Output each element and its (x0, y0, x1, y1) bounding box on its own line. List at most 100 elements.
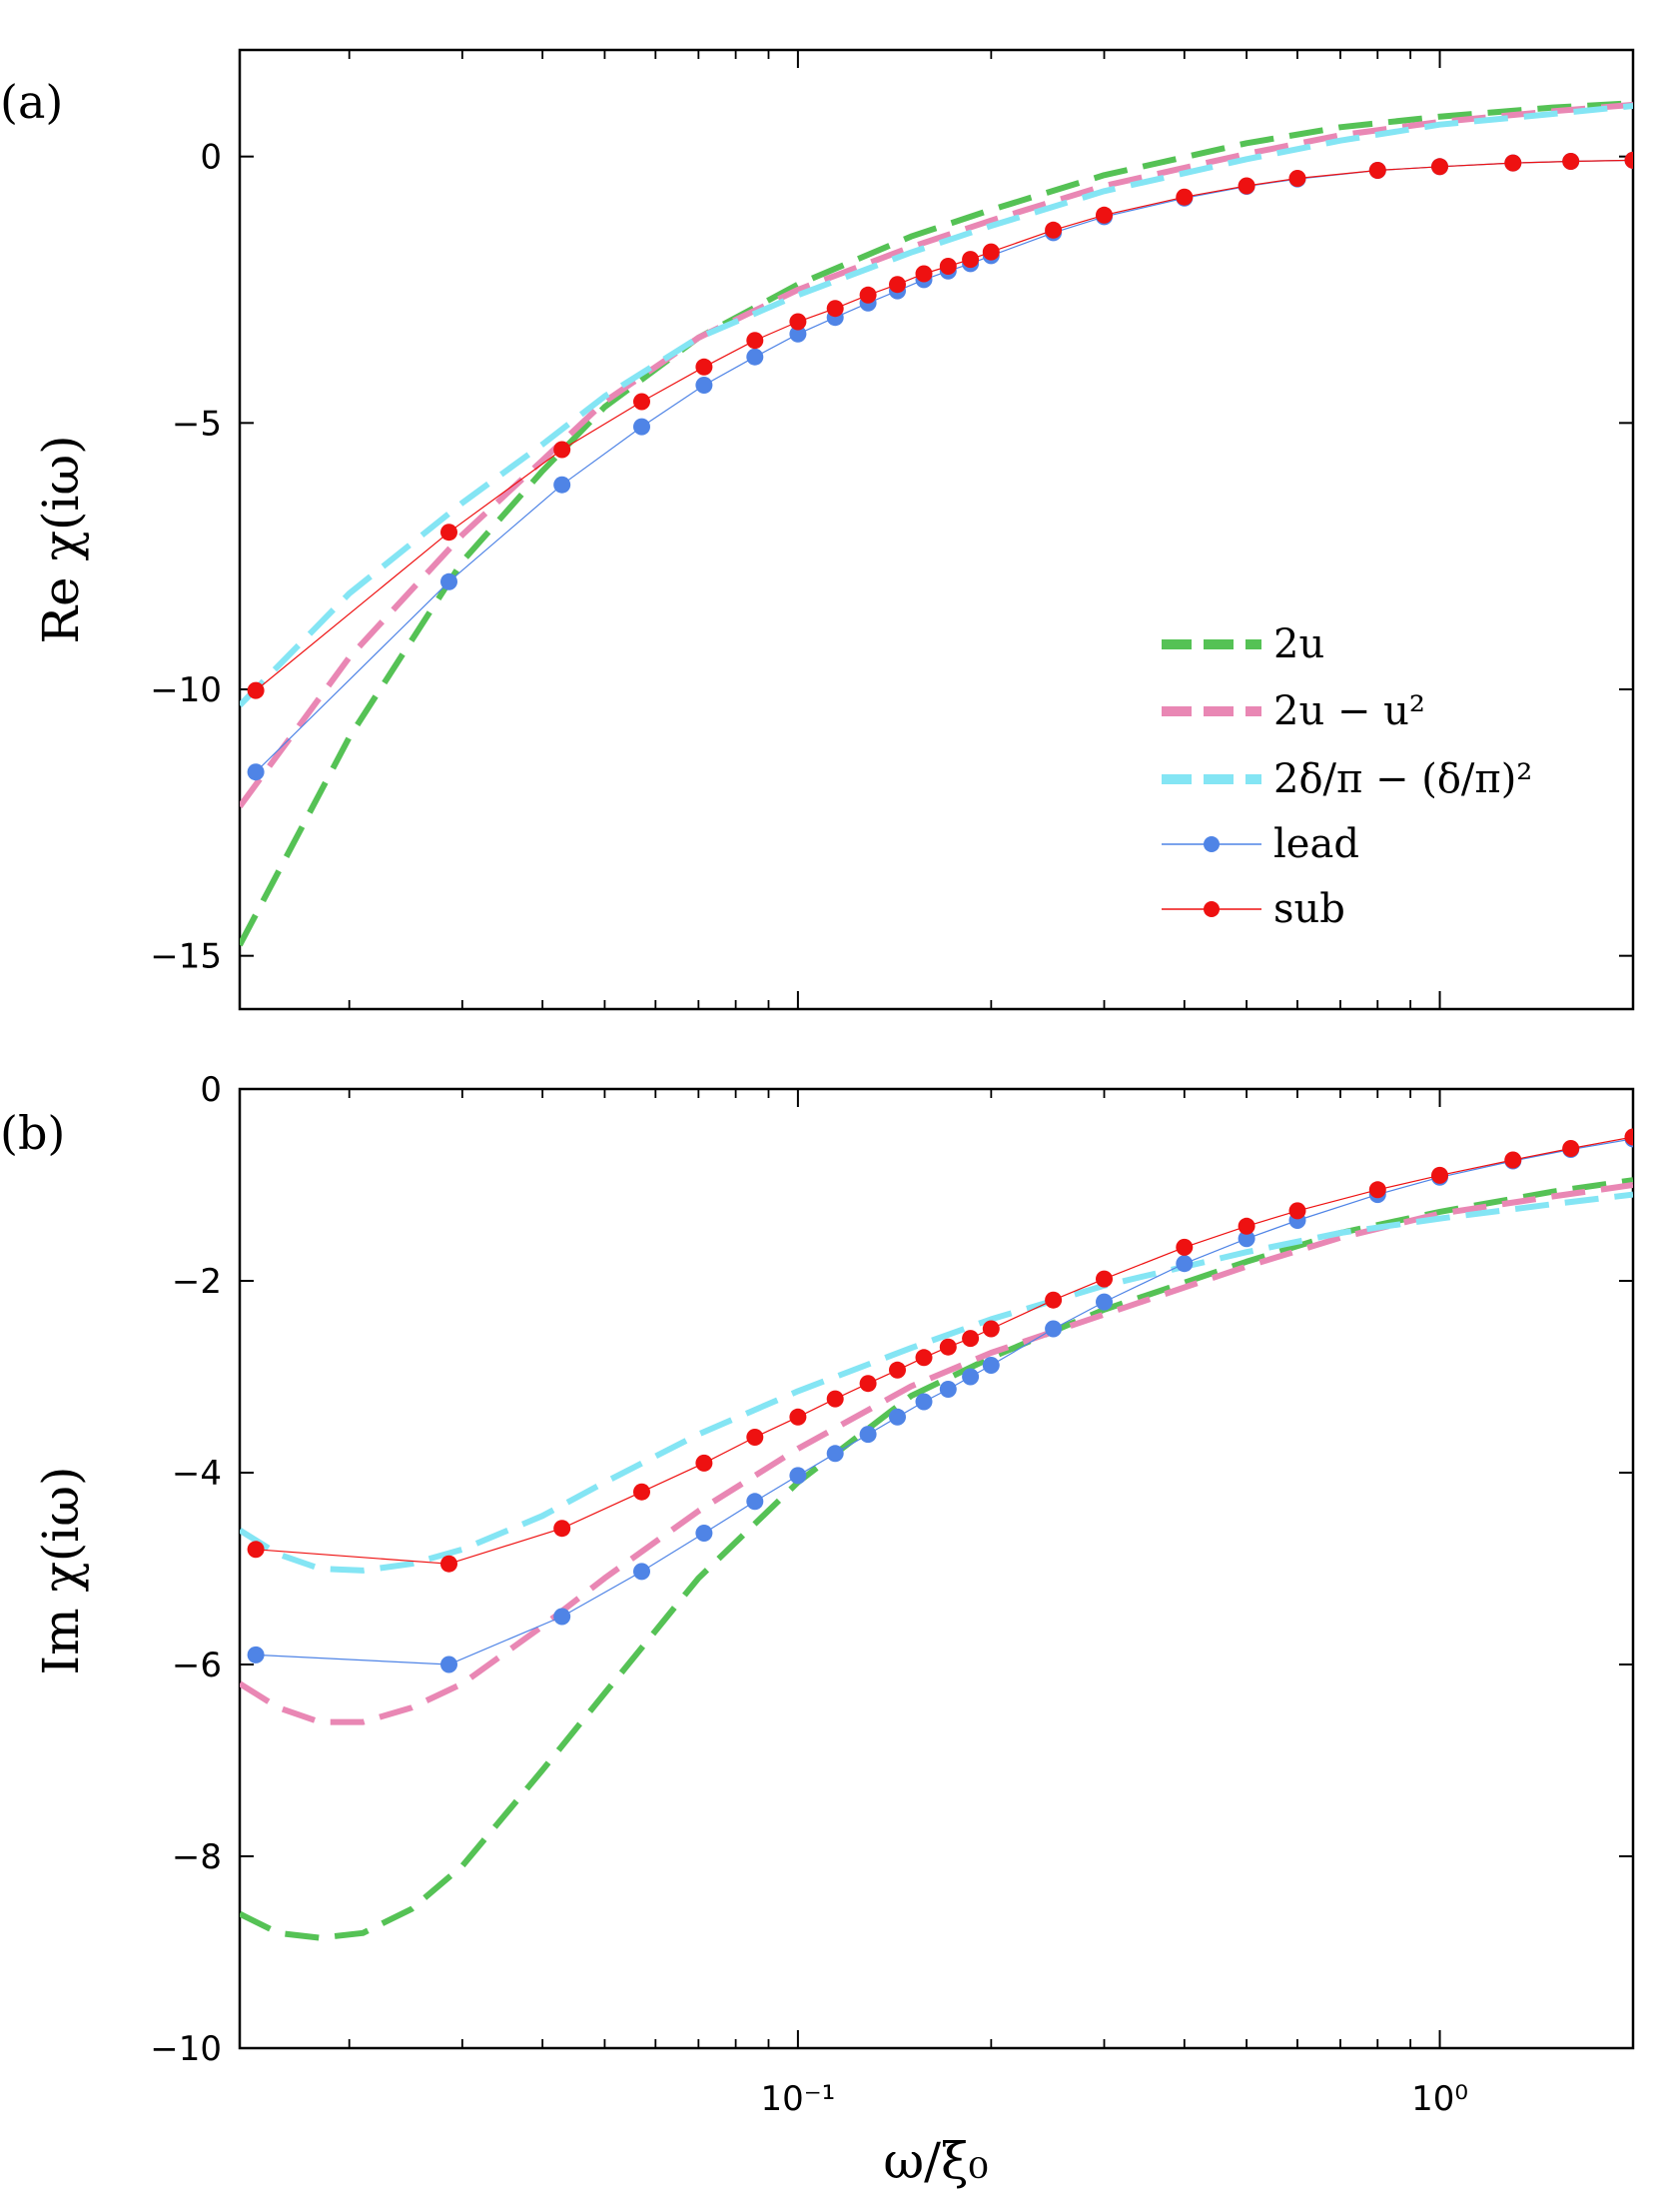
data-point-lead (1096, 1293, 1113, 1311)
data-point-sub (1368, 162, 1386, 179)
panel-b-ticks: 0 −2 −4 −6 −8 −10 (150, 1070, 1633, 2069)
y-tick-label: −6 (172, 1646, 222, 1685)
panel-a-frame (238, 48, 1635, 1011)
data-point-sub (247, 681, 265, 699)
data-point-sub (1045, 1291, 1063, 1309)
data-point-sub (1624, 151, 1633, 169)
data-point-lead (695, 1525, 713, 1542)
panel-a-ticks: 0 −5 −10 −15 (150, 50, 1633, 1009)
data-point-lead (939, 1381, 957, 1398)
data-point-sub (1288, 1202, 1306, 1220)
data-point-sub (1504, 154, 1522, 172)
panel-a: 0 −5 −10 −15 (a) Re χ(iω) 2u 2u − u² 2δ/π −… (0, 48, 1635, 1011)
x-tick-label: 10⁰ (1411, 2079, 1468, 2119)
data-point-lead (553, 1608, 571, 1626)
data-point-sub (1624, 1128, 1633, 1146)
data-point-sub (1096, 1270, 1113, 1288)
panel-b-ylabel: Im χ(iω) (32, 1466, 90, 1674)
data-point-sub (1431, 1166, 1448, 1184)
data-point-sub (982, 243, 1000, 261)
panel-a-ylabel: Re χ(iω) (32, 435, 90, 643)
data-point-sub (826, 1390, 844, 1408)
series-thin-line-sub (255, 159, 1633, 691)
data-point-sub (746, 332, 764, 350)
data-point-sub (789, 313, 807, 331)
y-tick-label: −5 (172, 404, 222, 444)
series-clip (240, 100, 1633, 947)
data-point-sub (1176, 1238, 1194, 1256)
panel-b-frame (238, 1087, 1635, 2050)
data-point-lead (826, 1445, 844, 1463)
data-point-lead (440, 572, 457, 590)
data-point-lead (440, 1656, 457, 1673)
x-axis-title: ω/ξ₀ (883, 2132, 988, 2190)
data-point-lead (695, 377, 713, 394)
data-point-sub (1238, 177, 1255, 195)
y-tick-label: −2 (172, 1262, 222, 1302)
series-line-two_u_minus_u2 (240, 1182, 1633, 1725)
data-point-sub (1238, 1217, 1255, 1235)
series-clip (240, 1128, 1633, 1941)
y-tick-label: −4 (172, 1454, 222, 1494)
data-point-sub (982, 1320, 1000, 1338)
data-point-lead (915, 1393, 933, 1411)
data-point-sub (553, 441, 571, 459)
legend-marker-sub (1204, 901, 1220, 917)
data-point-sub (826, 300, 844, 318)
data-point-sub (695, 358, 713, 376)
legend-label-delta: 2δ/π − (δ/π)² (1273, 756, 1532, 802)
data-point-sub (962, 251, 980, 269)
data-point-sub (915, 265, 933, 283)
legend-label-lead: lead (1273, 821, 1359, 867)
data-point-lead (633, 418, 650, 436)
data-point-sub (440, 1555, 457, 1573)
data-point-sub (1562, 1140, 1580, 1157)
data-point-sub (695, 1454, 713, 1472)
data-point-sub (633, 1483, 650, 1501)
legend-marker-lead (1204, 836, 1220, 852)
legend-label-sub: sub (1273, 886, 1345, 932)
data-point-sub (746, 1429, 764, 1446)
data-point-sub (553, 1520, 571, 1538)
data-point-lead (789, 1467, 807, 1485)
data-point-sub (939, 1338, 957, 1356)
panel-b-series (240, 1128, 1633, 1941)
series-thin-line-lead (256, 1138, 1633, 1665)
series-line-delta (240, 103, 1633, 708)
data-point-lead (247, 1646, 265, 1663)
data-point-sub (1431, 158, 1448, 176)
y-tick-label: −15 (150, 937, 222, 977)
data-point-sub (1368, 1181, 1386, 1199)
series-thin-line-sub (256, 1136, 1633, 1565)
data-point-sub (859, 286, 877, 304)
panel-a-label: (a) (0, 75, 63, 129)
series-line-delta (240, 1191, 1633, 1574)
data-point-lead (962, 1368, 980, 1386)
data-point-sub (889, 1361, 906, 1379)
data-point-sub (859, 1375, 877, 1393)
series-thin-line-lead (255, 159, 1633, 773)
data-point-sub (789, 1408, 807, 1426)
legend-label-2u: 2u (1273, 621, 1324, 667)
data-point-sub (962, 1330, 980, 1348)
legend: 2u 2u − u² 2δ/π − (δ/π)² lead sub (1162, 621, 1532, 932)
data-point-lead (1045, 1320, 1063, 1338)
data-point-sub (889, 276, 906, 294)
data-point-sub (440, 524, 457, 542)
data-point-sub (1288, 170, 1306, 187)
x-tick-labels: 10⁻¹ 10⁰ (760, 2079, 1468, 2119)
y-tick-label: −10 (150, 2029, 222, 2069)
series-line-two_u (240, 100, 1633, 947)
panel-b-label: (b) (0, 1106, 65, 1160)
data-point-lead (1238, 1230, 1255, 1248)
data-point-sub (1176, 188, 1194, 206)
series-line-two_u (240, 1177, 1633, 1941)
panel-a-series (240, 100, 1633, 947)
data-point-sub (939, 258, 957, 275)
data-point-lead (746, 348, 764, 366)
series-line-two_u_minus_u2 (240, 101, 1633, 809)
data-point-lead (746, 1493, 764, 1511)
data-point-sub (1045, 221, 1063, 239)
data-point-sub (1096, 206, 1113, 224)
